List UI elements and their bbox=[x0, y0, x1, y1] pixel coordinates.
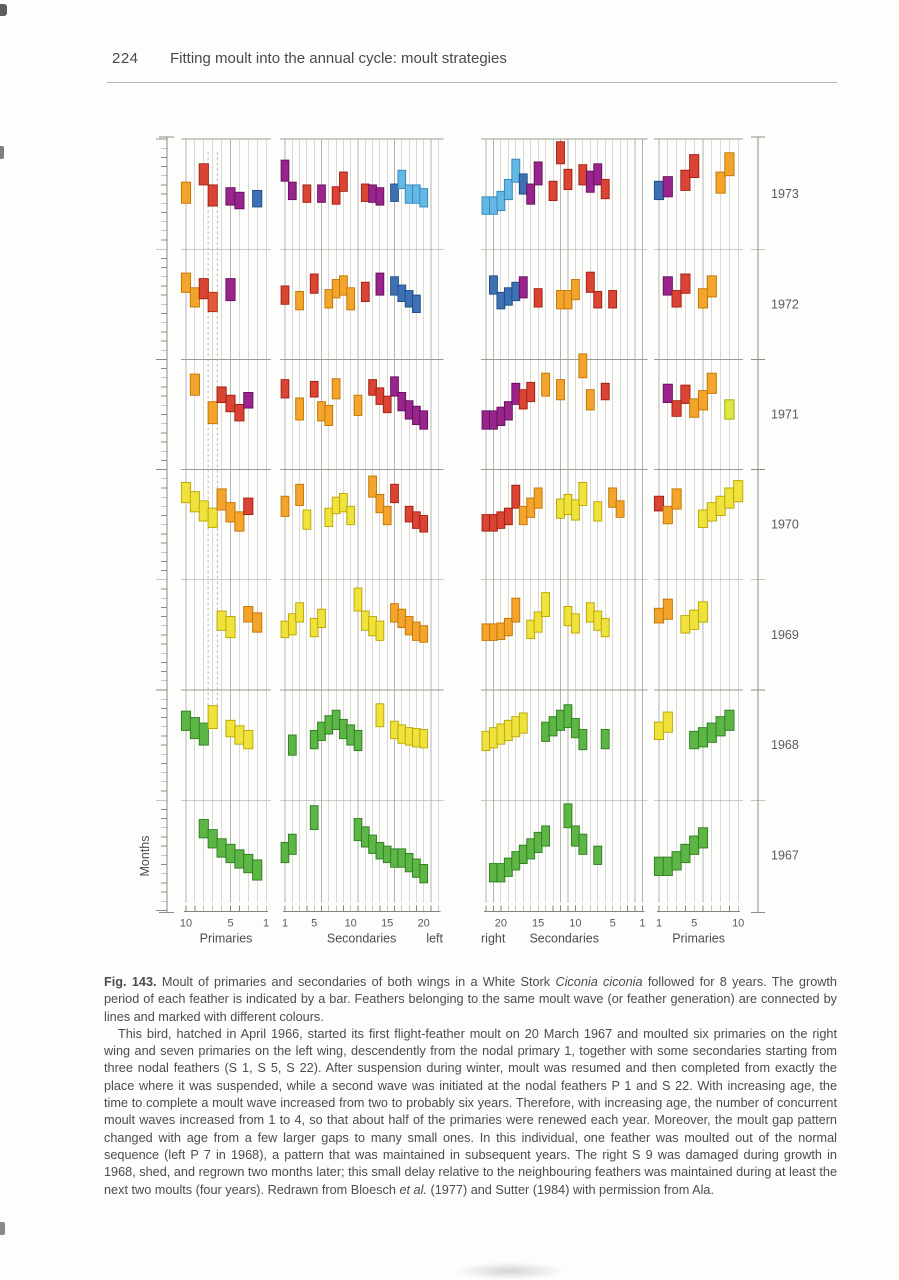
feather-tick-label: 10 bbox=[732, 917, 744, 929]
months-axis-label: Months bbox=[138, 836, 152, 877]
scan-artifact-bottom-smudge bbox=[455, 1262, 565, 1280]
caption-paragraph-1: Fig. 143. Moult of primaries and seconda… bbox=[104, 975, 837, 1024]
year-label: 1969 bbox=[771, 628, 799, 642]
year-label: 1967 bbox=[771, 848, 799, 862]
group-label: Primaries bbox=[672, 931, 725, 945]
running-title: Fitting moult into the annual cycle: mou… bbox=[170, 50, 507, 67]
moult-chart: Months 1973 1972 1971 1970 1969 1968 1967 10 5 1 Pr… bbox=[138, 136, 799, 945]
feather-tick-label: 10 bbox=[569, 917, 581, 929]
feather-tick-label: 1 bbox=[263, 917, 269, 929]
feather-ruler bbox=[184, 905, 269, 912]
feather-tick-label: 1 bbox=[656, 917, 662, 929]
figure-143: Months 1973 1972 1971 1970 1969 1968 1967 10 5 1 Pr… bbox=[138, 136, 799, 945]
year-axis bbox=[751, 136, 765, 913]
year-baselines bbox=[181, 138, 744, 801]
moult-bars bbox=[180, 141, 744, 884]
feather-gridlines bbox=[185, 139, 739, 903]
caption-paragraph-2: This bird, hatched in April 1966, starte… bbox=[104, 1026, 837, 1197]
year-label: 1968 bbox=[771, 738, 799, 752]
year-label: 1973 bbox=[771, 187, 799, 201]
wing-label-left: left bbox=[426, 931, 443, 945]
scan-artifact-left-edge bbox=[0, 146, 4, 159]
feather-tick-label: 5 bbox=[311, 917, 317, 929]
header-rule bbox=[107, 82, 837, 83]
year-label: 1972 bbox=[771, 297, 799, 311]
group-label: Secondaries bbox=[327, 931, 397, 945]
species-name: Ciconia ciconia bbox=[555, 975, 643, 989]
feather-tick-label: 5 bbox=[227, 917, 233, 929]
figure-label: Fig. 143. bbox=[104, 975, 157, 989]
feather-tick-label: 10 bbox=[180, 917, 192, 929]
feather-ruler bbox=[484, 905, 645, 912]
wing-label-right: right bbox=[481, 931, 506, 945]
feather-tick-label: 15 bbox=[381, 917, 393, 929]
figure-caption: Fig. 143. Moult of primaries and seconda… bbox=[104, 974, 837, 1199]
feather-tick-label: 20 bbox=[495, 917, 507, 929]
feather-ruler bbox=[657, 905, 741, 912]
group-label: Primaries bbox=[200, 931, 253, 945]
scan-artifact-bottom-left bbox=[0, 1222, 5, 1235]
scan-artifact-top-left bbox=[0, 4, 7, 16]
months-axis bbox=[156, 136, 174, 913]
year-label: 1970 bbox=[771, 518, 799, 532]
page-header: 224 Fitting moult into the annual cycle: … bbox=[112, 50, 837, 67]
year-label: 1971 bbox=[771, 408, 799, 422]
feather-tick-label: 1 bbox=[639, 917, 645, 929]
page-number: 224 bbox=[112, 50, 139, 67]
group-label: Secondaries bbox=[529, 931, 599, 945]
feather-tick-label: 5 bbox=[691, 917, 697, 929]
feather-tick-label: 15 bbox=[532, 917, 544, 929]
feather-tick-label: 10 bbox=[345, 917, 357, 929]
feather-tick-label: 1 bbox=[282, 917, 288, 929]
feather-ruler bbox=[283, 905, 441, 912]
feather-tick-label: 5 bbox=[610, 917, 616, 929]
feather-tick-label: 20 bbox=[418, 917, 430, 929]
